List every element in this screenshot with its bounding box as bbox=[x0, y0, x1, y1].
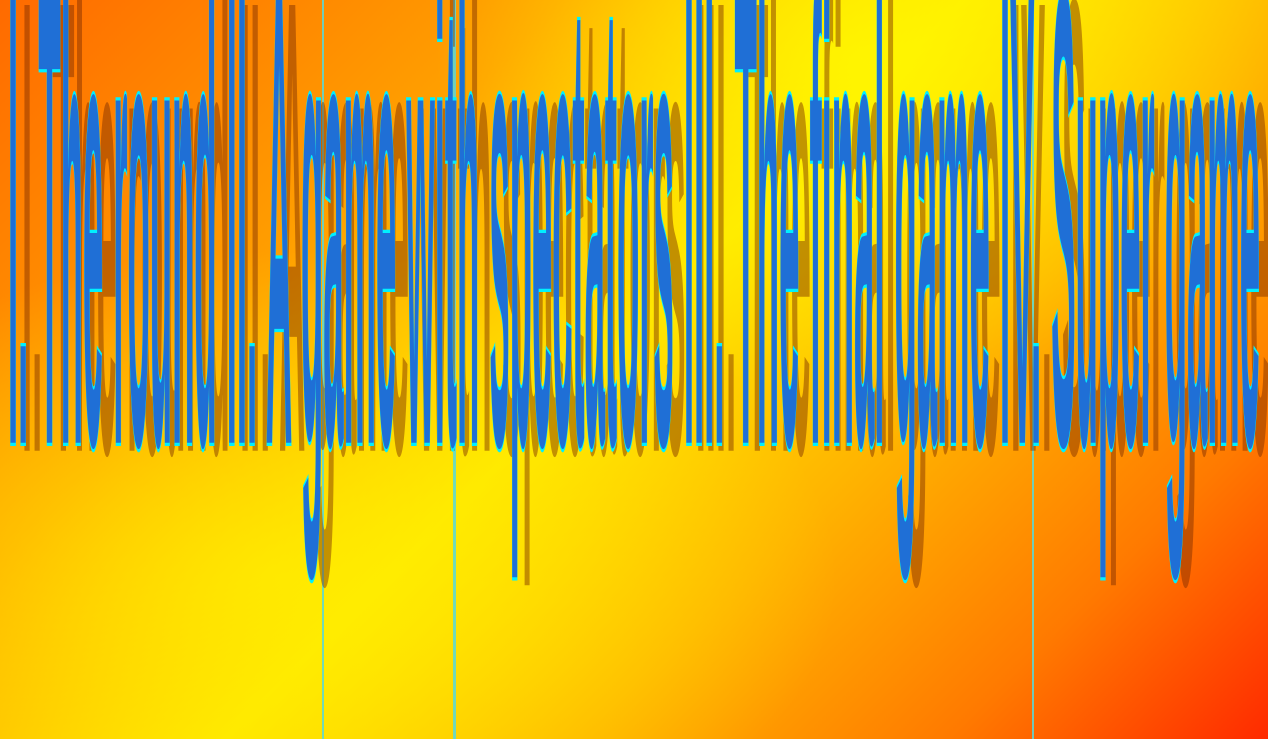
wordart-text: I. The round II. A game with spectators … bbox=[8, 0, 1260, 585]
guide-line bbox=[1032, 0, 1034, 739]
wordart-shadow: I. The round II. A game with spectators … bbox=[22, 0, 1268, 593]
guide-line bbox=[322, 0, 324, 739]
guide-line bbox=[453, 0, 456, 739]
